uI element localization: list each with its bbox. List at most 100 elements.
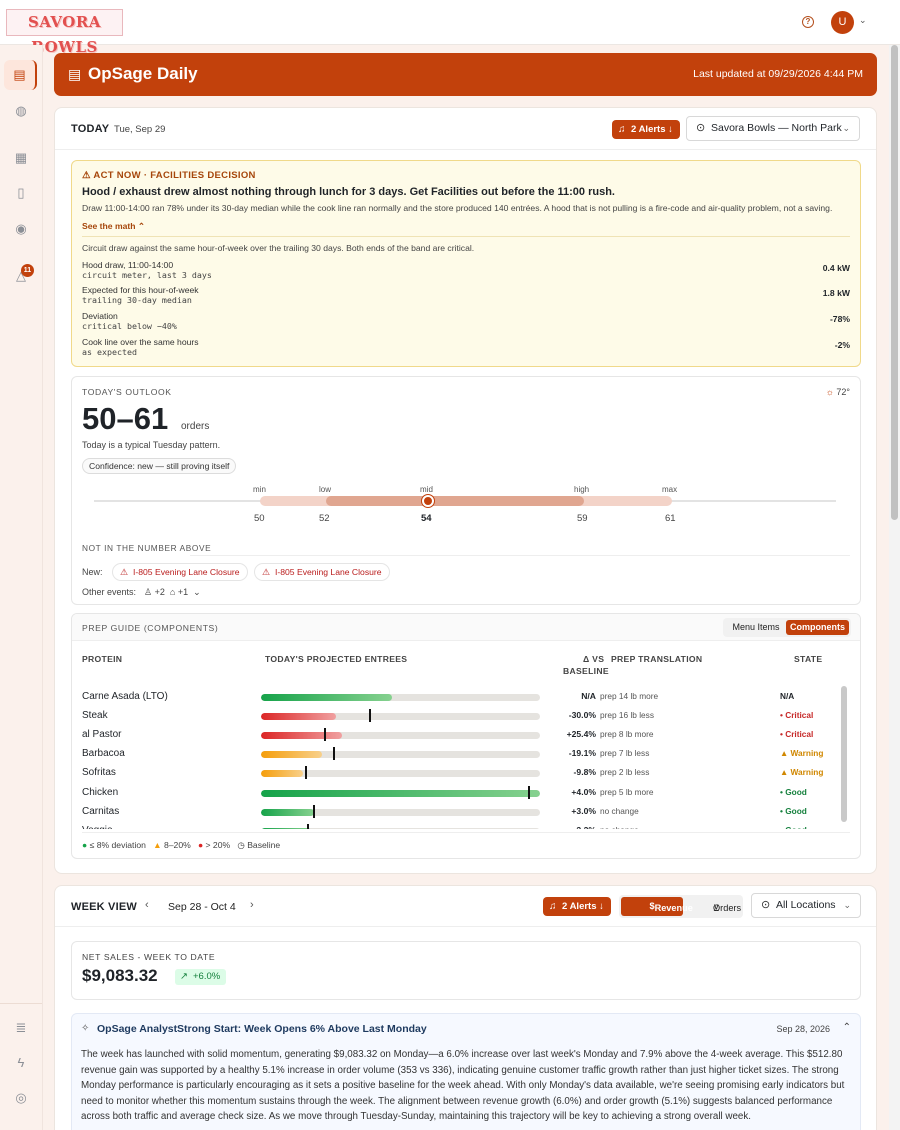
- scale-min-value: 50: [254, 513, 265, 524]
- week-panel: WEEK VIEW ‹ Sep 28 - Oct 4 › ♫ 2 Alerts ↓…: [54, 885, 877, 1130]
- cart-icon: ⊻: [713, 903, 720, 913]
- analyst-brand: OpSage Analyst: [97, 1023, 178, 1035]
- legend-warn: 8–20%: [164, 840, 191, 850]
- prep-translation: no change: [600, 805, 639, 816]
- chevron-down-icon[interactable]: ⌄: [859, 15, 867, 25]
- dashboard-grid-icon[interactable]: ▦: [14, 150, 28, 165]
- analyst-text: The week has launched with solid momentu…: [81, 1049, 845, 1122]
- warning-triangle-icon: ▲: [153, 840, 162, 850]
- scrollbar-thumb[interactable]: [891, 45, 898, 520]
- delta-value: -19.1%: [568, 748, 596, 759]
- other-events-toggle[interactable]: ♙ +2 ⌂ +1 ⌄: [144, 587, 201, 598]
- protein-name: Carnitas: [82, 805, 120, 817]
- delta-value: +4.0%: [571, 786, 596, 797]
- weather: ☼ 72°: [826, 387, 850, 397]
- alerts-label: 2 Alerts: [631, 124, 666, 135]
- lightning-icon[interactable]: ϟ: [17, 1055, 25, 1070]
- prep-translation: prep 8 lb more: [600, 729, 654, 740]
- metric-label: Deviation: [82, 311, 118, 321]
- week-location-select[interactable]: ⊙ All Locations ⌄: [751, 893, 861, 918]
- metric-sub: as expected: [82, 347, 137, 357]
- confidence-badge: Confidence: new — still proving itself: [82, 458, 237, 474]
- prep-translation: prep 2 lb less: [600, 767, 650, 778]
- eye-icon[interactable]: ◉: [15, 221, 27, 236]
- event-pill[interactable]: ⚠ I-805 Evening Lane Closure: [254, 563, 390, 581]
- state-label: • Good: [780, 825, 807, 829]
- metric-sub: circuit meter, last 3 days: [82, 270, 212, 280]
- clock-icon: ◷: [237, 840, 245, 850]
- net-sales-label: NET SALES - WEEK TO DATE: [82, 952, 216, 962]
- state-label: ▲ Warning: [780, 767, 824, 778]
- event-pill[interactable]: ⚠ I-805 Evening Lane Closure: [112, 563, 248, 581]
- week-alerts-button[interactable]: ♫ 2 Alerts ↓: [543, 897, 611, 916]
- legend-crit: > 20%: [205, 840, 231, 850]
- today-date: Tue, Sep 29: [114, 124, 166, 135]
- col-delta: Δ VS: [583, 654, 605, 664]
- baseline-marker: [332, 747, 335, 761]
- chevron-right-icon[interactable]: ›: [250, 899, 254, 911]
- legend-good: ≤ 8% deviation: [89, 840, 146, 850]
- divider: [82, 832, 850, 833]
- act-now-description: Draw 11:00-14:00 ran 78% under its 30-da…: [82, 203, 833, 213]
- orders-label: Orders: [713, 903, 742, 913]
- scale-low-value: 52: [319, 513, 330, 524]
- state-label: ▲ Warning: [780, 748, 824, 759]
- scale-max-value: 61: [665, 513, 676, 524]
- projection-track: [261, 808, 540, 816]
- prep-row: Chicken +4.0% prep 5 lb more • Good: [82, 783, 847, 802]
- brand-logo[interactable]: SAVORA BOWLS: [6, 9, 123, 56]
- metric-label: Hood draw, 11:00-14:00: [82, 260, 174, 270]
- circuit-note: Circuit draw against the same hour-of-we…: [82, 243, 475, 253]
- delta-value: -9.8%: [573, 767, 596, 778]
- clipboard-icon[interactable]: ▤: [4, 60, 37, 90]
- other-events-count-b: +1: [177, 587, 189, 597]
- metric-sub: critical below −40%: [82, 321, 177, 331]
- week-title: WEEK VIEW: [71, 901, 137, 913]
- chevron-up-icon[interactable]: ⌃: [842, 1022, 851, 1033]
- alerts-count-badge: 11: [21, 264, 34, 277]
- alerts-label: 2 Alerts: [562, 901, 597, 912]
- tab-orders[interactable]: ⊻ Orders: [685, 897, 741, 916]
- database-icon[interactable]: ≣: [15, 1020, 27, 1035]
- col-projected: TODAY'S PROJECTED ENTREES: [265, 654, 408, 664]
- avatar[interactable]: U: [831, 11, 854, 34]
- baseline-marker: [527, 785, 530, 799]
- see-math-toggle[interactable]: See the math ⌃: [82, 221, 145, 232]
- prep-scrollbar[interactable]: [841, 686, 847, 822]
- baseline-marker: [324, 728, 327, 742]
- prep-row: Barbacoa -19.1% prep 7 lb less ▲ Warning: [82, 744, 847, 763]
- prep-row: Sofritas -9.8% prep 2 lb less ▲ Warning: [82, 763, 847, 782]
- projection-track: [261, 789, 540, 797]
- document-icon[interactable]: ▯: [17, 185, 25, 200]
- help-icon[interactable]: ?: [802, 16, 814, 28]
- other-events-label: Other events:: [82, 587, 137, 597]
- alert-triangle-icon[interactable]: △: [16, 268, 26, 283]
- see-math-label[interactable]: See the math: [82, 221, 136, 231]
- delta-value: N/A: [581, 691, 596, 701]
- tab-menu-items[interactable]: Menu Items: [732, 622, 780, 632]
- projection-fill: [261, 808, 314, 816]
- divider: [82, 236, 850, 237]
- sidebar-divider: [0, 1003, 42, 1004]
- location-select[interactable]: ⊙ Savora Bowls — North Park ⌄: [686, 116, 860, 141]
- today-alerts-button[interactable]: ♫ 2 Alerts ↓: [612, 120, 680, 139]
- state-label: N/A: [780, 691, 795, 701]
- tab-components[interactable]: Components: [786, 620, 849, 635]
- col-state: STATE: [794, 654, 823, 664]
- globe-icon[interactable]: ◍: [15, 103, 27, 118]
- weather-partly-sunny-icon: ☼: [825, 387, 834, 397]
- tab-revenue[interactable]: $ Revenue: [621, 897, 693, 916]
- scrollbar[interactable]: [889, 45, 900, 1130]
- projection-fill: [261, 713, 337, 721]
- chevron-down-icon: ⌄: [842, 123, 850, 133]
- traffic-cone-icon: ⚠: [120, 567, 129, 577]
- chevron-left-icon[interactable]: ‹: [145, 899, 149, 911]
- temperature: 72°: [836, 387, 850, 397]
- state-label: • Good: [780, 786, 807, 797]
- page-header: ▤ OpSage Daily Last updated at 09/29/202…: [54, 53, 877, 96]
- target-icon[interactable]: ◎: [15, 1090, 27, 1105]
- projection-fill: [261, 770, 303, 778]
- analyst-headline: Strong Start: Week Opens 6% Above Last M…: [177, 1023, 427, 1035]
- outlook-label: TODAY'S OUTLOOK: [82, 387, 172, 397]
- divider: [190, 555, 850, 556]
